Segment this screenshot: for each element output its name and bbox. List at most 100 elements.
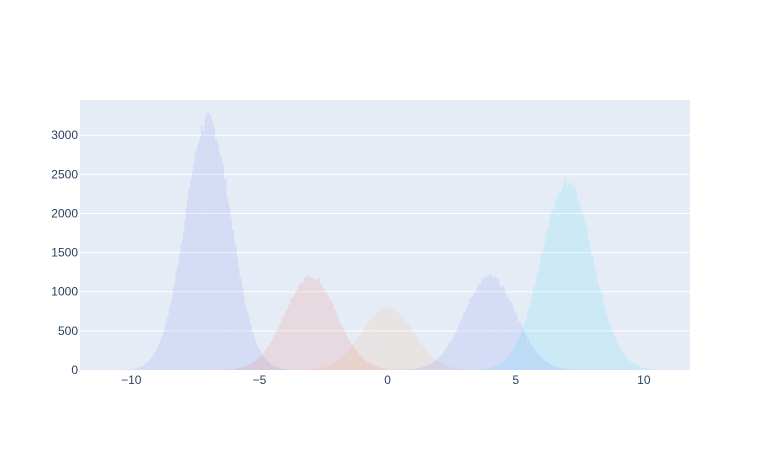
histogram-bar [259, 356, 261, 370]
histogram-bar [241, 367, 243, 370]
histogram-bar [491, 275, 493, 370]
histogram-bar [650, 369, 652, 370]
histogram-bar [326, 291, 328, 370]
histogram-bar [613, 335, 615, 370]
histogram-bar [212, 123, 214, 370]
histogram-bar [279, 323, 282, 370]
histogram-bar [347, 350, 350, 370]
histogram-bar [501, 362, 503, 370]
histogram-bar [149, 359, 151, 370]
histogram-bar [427, 364, 429, 370]
histogram-bar [402, 317, 405, 370]
histogram-bar [508, 296, 510, 370]
histogram-bar [527, 310, 529, 370]
histogram-bar [198, 141, 200, 370]
histogram-bar [533, 348, 535, 370]
histogram-bar [153, 353, 155, 370]
histogram-bar [652, 369, 655, 370]
histogram-bar [184, 219, 186, 370]
histogram-bar [590, 249, 592, 370]
histogram-bar [493, 275, 496, 370]
histogram-bar [537, 353, 539, 370]
histogram-bar [340, 323, 342, 370]
histogram-bar [578, 200, 580, 370]
histogram-bar [647, 368, 649, 370]
histogram-bar [519, 321, 521, 370]
histogram-bar [496, 278, 498, 370]
histogram-bar [437, 358, 439, 370]
histogram-bar [337, 360, 339, 370]
histogram-bar [455, 368, 457, 370]
histogram-bar [431, 355, 433, 370]
x-tick-label: 0 [384, 373, 391, 387]
histogram-bar [349, 340, 351, 370]
histogram-bar [465, 308, 468, 370]
histogram-bar [391, 369, 393, 370]
histogram-bar [604, 307, 606, 370]
histogram-bar [174, 282, 176, 370]
histogram-bar [327, 365, 329, 370]
histogram-bar [341, 326, 343, 370]
histogram-bar [528, 340, 530, 370]
histogram-series [218, 274, 403, 370]
histogram-bar [497, 278, 500, 370]
histogram-bar [192, 170, 194, 370]
histogram-bar [561, 368, 564, 370]
histogram-bar [429, 354, 432, 370]
histogram-bar [565, 368, 567, 370]
histogram-bar [547, 227, 550, 370]
histogram-bar [266, 360, 268, 370]
histogram-bar [504, 359, 506, 370]
histogram-bar [277, 367, 280, 370]
histogram-bar [295, 290, 297, 370]
histogram-bar [355, 339, 357, 370]
histogram-bar [501, 285, 503, 370]
histogram-bar [451, 367, 453, 370]
histogram-bar [511, 304, 514, 370]
histogram-bar [411, 331, 414, 370]
histogram-bar [167, 314, 169, 370]
histogram-bar [127, 369, 130, 370]
histogram-bar [436, 359, 438, 370]
histogram-bar [242, 366, 245, 370]
histogram-bar [540, 258, 542, 370]
histogram-bar [619, 347, 621, 370]
histogram-bar [518, 321, 520, 370]
histogram-series [470, 177, 664, 370]
histogram-bar [365, 325, 368, 370]
histogram-bar [130, 369, 132, 370]
x-axis-ticks: −10 −5 0 5 10 [121, 373, 651, 387]
histogram-bar [232, 369, 234, 370]
histogram-bar [533, 285, 535, 370]
histogram-bar [185, 208, 187, 370]
histogram-bar [499, 364, 501, 370]
histogram-bar [423, 366, 425, 370]
histogram-bar [481, 279, 483, 370]
histogram-bar [257, 346, 259, 370]
histogram-bar [359, 355, 361, 370]
histogram-bar [382, 308, 384, 370]
histogram-bar [335, 361, 337, 370]
histogram-bar [431, 362, 433, 370]
histogram-bar [231, 369, 233, 370]
histogram-bar [373, 315, 375, 370]
histogram-bar [314, 368, 316, 370]
histogram-bar [134, 368, 136, 370]
histogram-bar [391, 307, 393, 370]
histogram-bar [358, 337, 360, 370]
histogram-bar [200, 125, 203, 370]
histogram-bar [473, 292, 475, 370]
histogram-bar [359, 334, 361, 370]
histogram-bar [374, 366, 377, 370]
histogram-bar [643, 368, 646, 370]
histogram-bar [405, 323, 407, 370]
histogram-bar [465, 369, 468, 370]
histogram-bar [483, 276, 485, 370]
histogram-bar [459, 324, 461, 370]
histogram-bar [516, 318, 519, 370]
histogram-bar [487, 275, 489, 370]
histogram-bar [610, 327, 612, 370]
histogram-bar [376, 366, 378, 370]
histogram-bar [283, 314, 286, 370]
histogram-bar [522, 327, 524, 370]
